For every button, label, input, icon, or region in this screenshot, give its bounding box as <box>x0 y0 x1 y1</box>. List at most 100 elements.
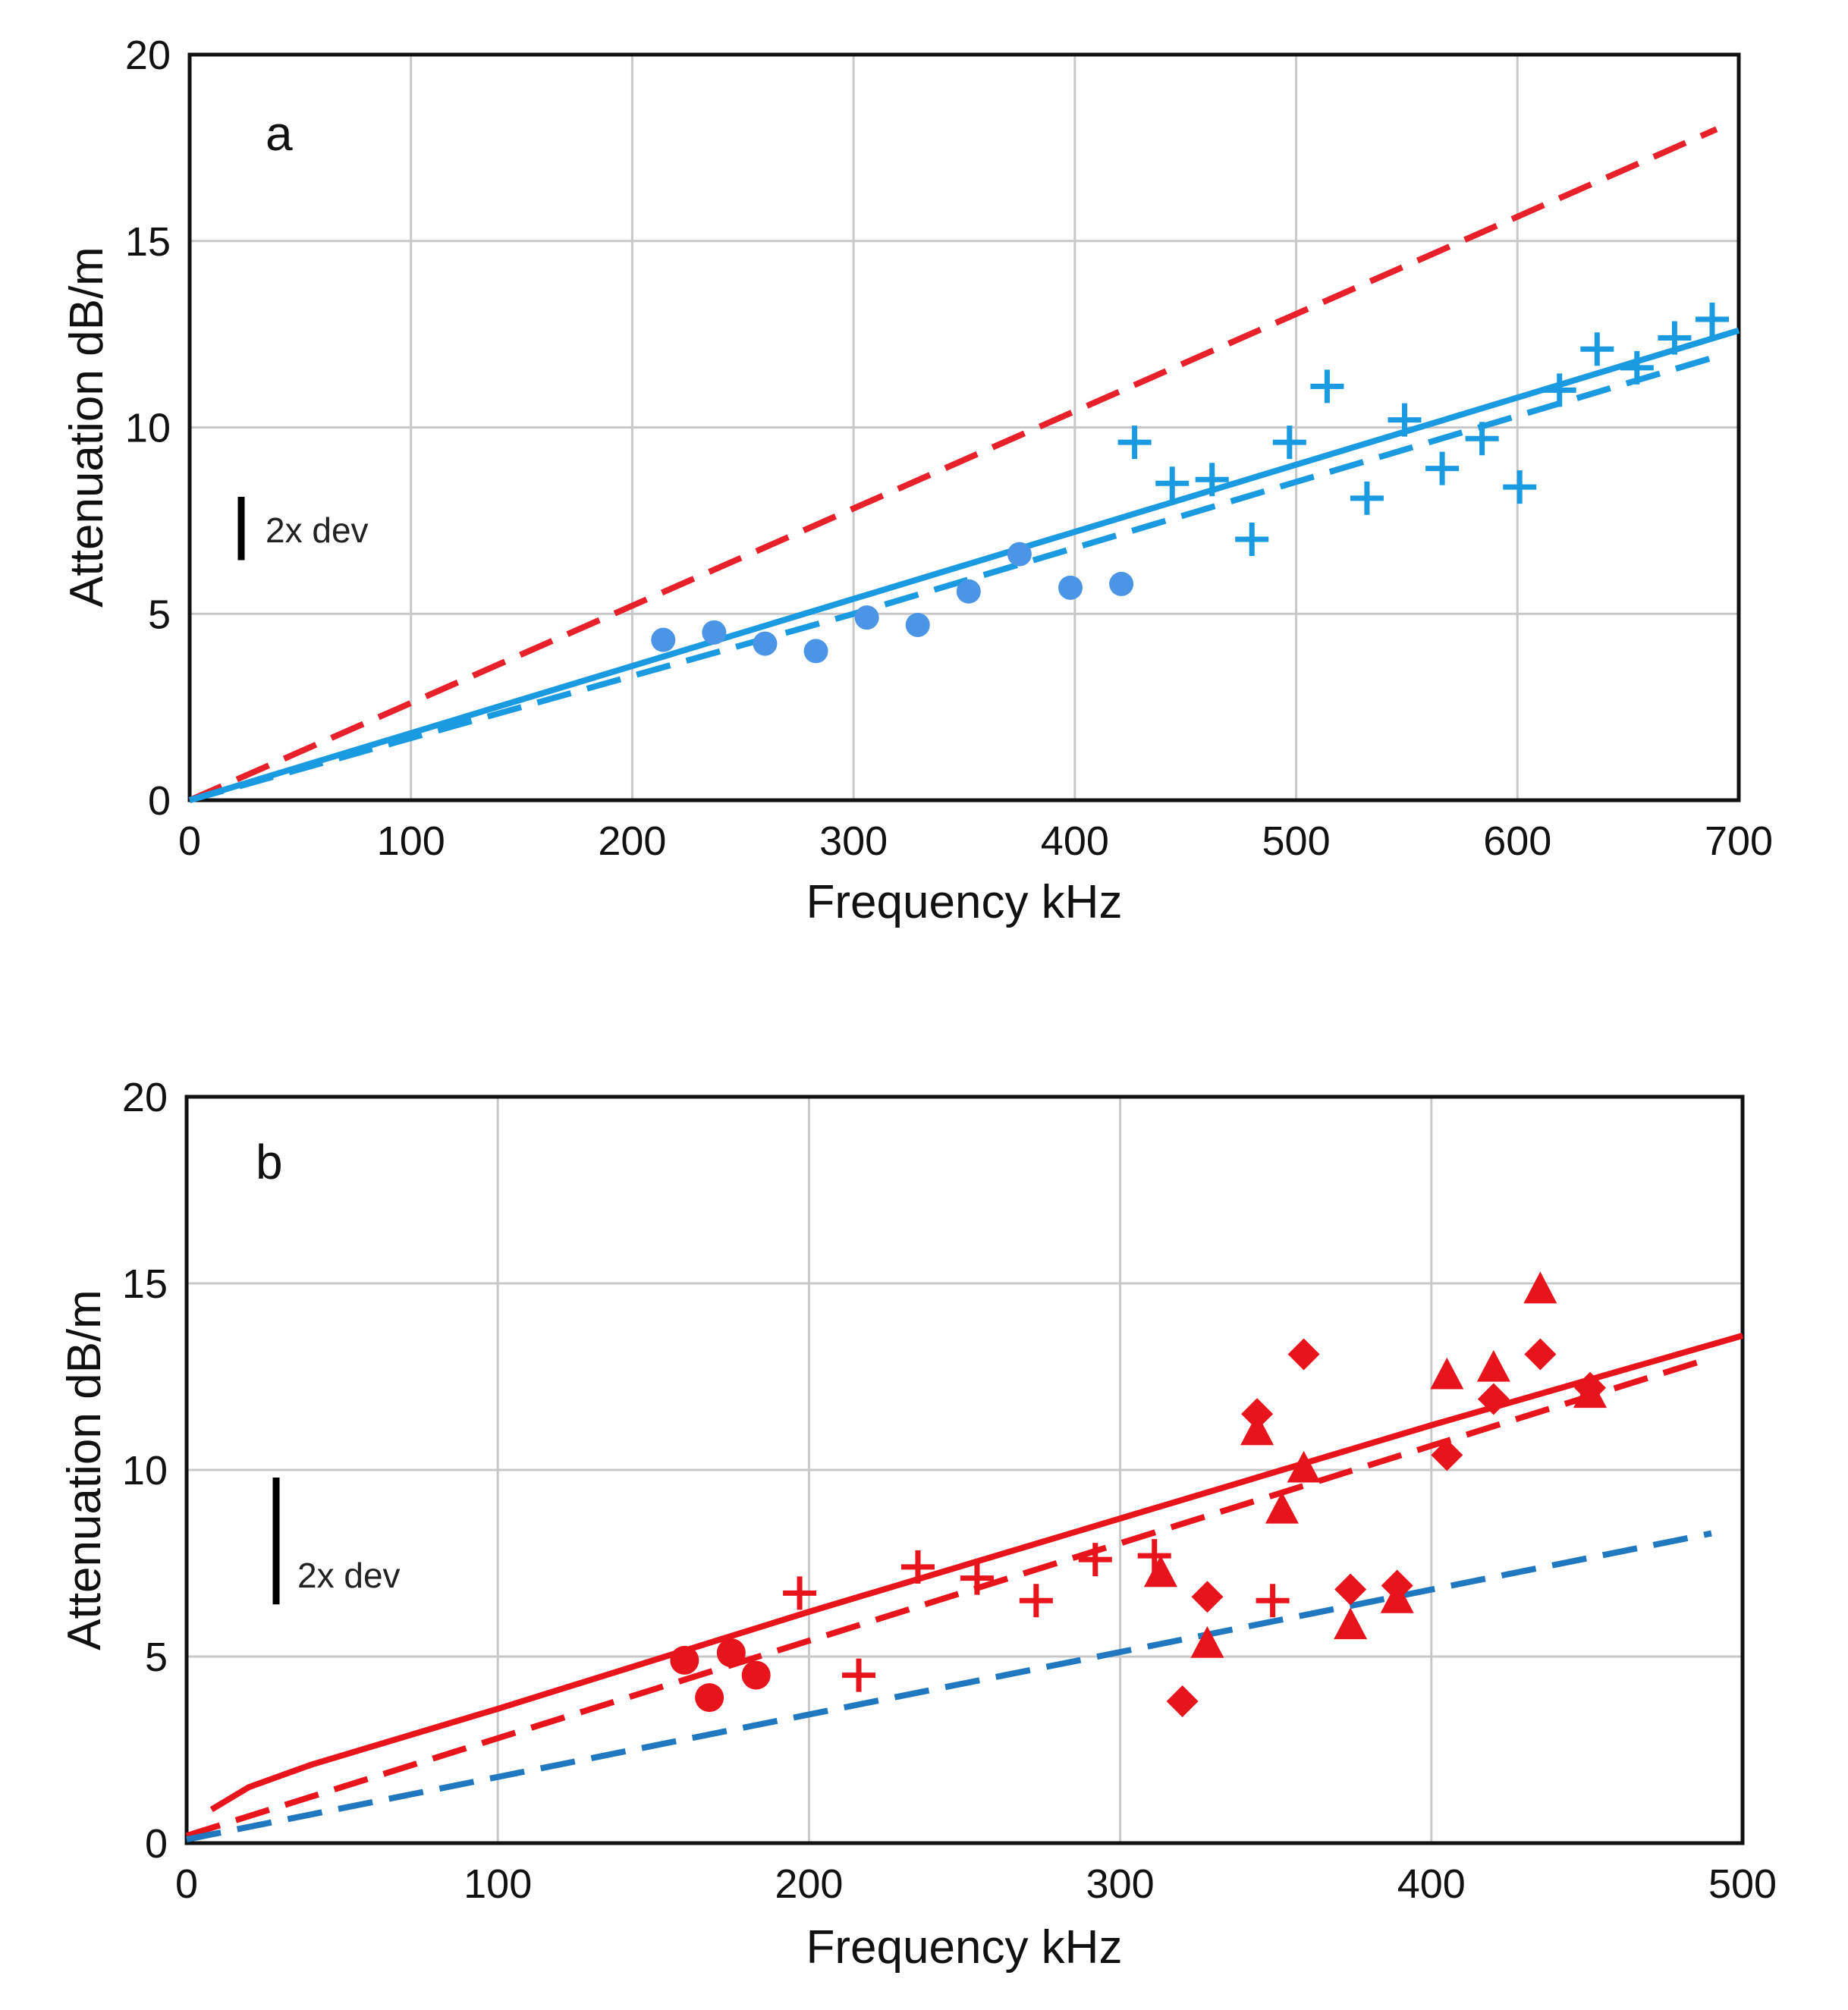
data-point-dots <box>651 627 676 652</box>
data-point-triangles <box>1287 1450 1321 1483</box>
y-tick-label: 5 <box>148 592 171 637</box>
y-axis-title-a: Attenuation dB/m <box>61 247 113 608</box>
data-point-crosses <box>1350 481 1384 515</box>
data-point-triangles <box>1143 1555 1177 1588</box>
plot-frame-b <box>184 1095 1745 1845</box>
data-point-diamonds <box>1524 1338 1557 1371</box>
plot-frame-a <box>187 52 1741 802</box>
line-red-solid <box>209 1333 1744 1813</box>
data-point-diamonds <box>1241 1398 1274 1431</box>
data-point-crosses <box>960 1561 994 1595</box>
chart-panel-a: 0 100 200 300 400 500 600 700 0 5 10 15 20 a 2x dev… <box>61 33 1773 928</box>
chart-panel-b: 0 100 200 300 400 500 0 5 10 15 20 b 2x dev Frequ… <box>58 1075 1777 1974</box>
data-point-crosses <box>1465 422 1499 456</box>
line-blue-dashed <box>188 353 1718 803</box>
data-point-diamonds <box>1166 1685 1199 1718</box>
data-point-crosses <box>842 1658 876 1692</box>
x-tick-label: 400 <box>1397 1861 1466 1907</box>
data-point-crosses <box>1256 1584 1290 1618</box>
data-point-crosses <box>900 1550 935 1584</box>
line-blue-solid <box>188 327 1740 803</box>
y-tick-label: 5 <box>145 1635 168 1680</box>
data-point-crosses <box>1542 373 1576 407</box>
x-tick-label: 600 <box>1483 818 1551 864</box>
x-tick-label: 200 <box>598 818 666 864</box>
data-point-circles <box>670 1645 699 1675</box>
x-tick-label: 100 <box>464 1861 532 1907</box>
data-point-crosses <box>1620 350 1654 385</box>
x-tick-label: 300 <box>1086 1861 1155 1907</box>
data-point-circles <box>716 1638 746 1668</box>
data-point-crosses <box>1425 451 1460 485</box>
data-point-crosses <box>1388 403 1422 437</box>
data-point-diamonds <box>1191 1581 1224 1613</box>
data-point-triangles <box>1265 1491 1299 1524</box>
data-point-crosses <box>1078 1543 1112 1577</box>
data-points-b <box>670 1271 1608 1718</box>
data-point-diamonds <box>1287 1338 1320 1371</box>
x-tick-label: 700 <box>1705 818 1773 864</box>
dev-label-b: 2x dev <box>297 1556 401 1595</box>
y-tick-label: 0 <box>148 778 171 824</box>
data-point-triangles <box>1476 1349 1510 1382</box>
data-point-triangles <box>1430 1357 1464 1390</box>
panel-label-a: a <box>266 106 293 161</box>
panel-label-b: b <box>256 1135 283 1189</box>
data-point-dots <box>803 639 828 664</box>
y-tick-label: 15 <box>125 219 171 265</box>
x-tick-label: 500 <box>1708 1861 1777 1907</box>
x-tick-label: 400 <box>1041 818 1109 864</box>
x-tick-label: 200 <box>775 1861 843 1907</box>
data-point-crosses <box>1658 321 1692 355</box>
data-point-diamonds <box>1381 1569 1413 1602</box>
data-point-triangles <box>1190 1625 1224 1658</box>
data-point-crosses <box>1137 1539 1171 1573</box>
data-point-crosses <box>1235 522 1269 556</box>
data-point-crosses <box>1580 332 1614 366</box>
y-tick-label: 0 <box>145 1821 168 1867</box>
data-point-dots <box>905 612 930 637</box>
data-point-dots <box>1007 542 1032 567</box>
data-point-crosses <box>783 1576 817 1610</box>
data-point-dots <box>702 620 727 645</box>
y-tick-label: 10 <box>125 406 171 451</box>
series-lines-b <box>185 1333 1744 1843</box>
data-point-dots <box>854 605 879 630</box>
x-axis-title-b: Frequency kHz <box>806 1921 1123 1974</box>
data-point-dots <box>1109 571 1134 596</box>
data-point-crosses <box>1272 426 1306 460</box>
data-points-a <box>651 302 1729 664</box>
data-point-crosses <box>1695 302 1729 336</box>
x-tick-labels-b: 0 100 200 300 400 500 <box>175 1861 1777 1907</box>
x-tick-label: 100 <box>377 818 445 864</box>
data-point-dots <box>1058 575 1083 600</box>
data-point-crosses <box>1310 369 1344 404</box>
data-point-diamonds <box>1477 1383 1510 1415</box>
data-point-triangles <box>1523 1271 1557 1304</box>
y-tick-label: 20 <box>125 33 171 78</box>
data-point-circles <box>741 1660 771 1690</box>
y-tick-label: 10 <box>122 1448 168 1493</box>
data-point-diamonds <box>1334 1573 1367 1606</box>
y-tick-label: 15 <box>122 1261 168 1307</box>
data-point-circles <box>695 1683 724 1713</box>
y-tick-label: 20 <box>122 1075 168 1120</box>
y-tick-labels-a: 0 5 10 15 20 <box>125 33 171 824</box>
x-tick-label: 300 <box>819 818 888 864</box>
y-tick-labels-b: 0 5 10 15 20 <box>122 1075 168 1867</box>
data-point-crosses <box>1155 466 1190 501</box>
x-axis-title-a: Frequency kHz <box>806 876 1123 928</box>
dev-label-a: 2x dev <box>266 510 369 550</box>
data-point-crosses <box>1117 426 1152 460</box>
data-point-diamonds <box>1431 1439 1463 1471</box>
y-axis-title-b: Attenuation dB/m <box>58 1289 111 1650</box>
data-point-dots <box>753 631 778 656</box>
data-point-crosses <box>1195 463 1229 497</box>
series-lines-a <box>188 126 1740 803</box>
data-point-diamonds <box>1574 1371 1607 1404</box>
x-tick-label: 500 <box>1262 818 1331 864</box>
line-red-dashed <box>188 126 1718 803</box>
data-point-crosses <box>1019 1584 1053 1618</box>
